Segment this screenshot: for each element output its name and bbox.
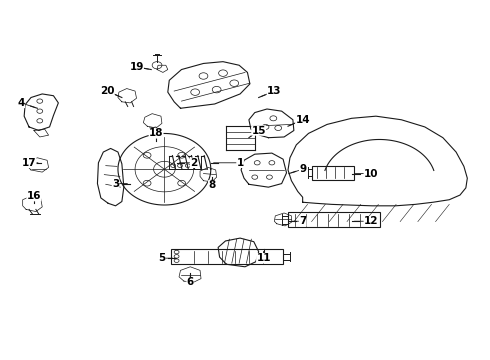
Bar	[288, 212, 380, 227]
Text: 20: 20	[100, 86, 115, 96]
Text: 4: 4	[18, 98, 25, 108]
Text: 5: 5	[158, 253, 166, 263]
Text: 2: 2	[190, 158, 197, 168]
Text: 14: 14	[295, 115, 310, 125]
Text: 10: 10	[364, 168, 378, 179]
Text: 8: 8	[208, 180, 216, 190]
Text: 13: 13	[267, 86, 282, 96]
Bar	[171, 249, 283, 264]
Text: 12: 12	[364, 216, 378, 226]
Text: 11: 11	[256, 253, 271, 263]
Text: 16: 16	[26, 191, 41, 201]
Text: 19: 19	[129, 62, 144, 72]
Bar	[313, 166, 354, 180]
Text: 17: 17	[22, 158, 36, 168]
Text: 6: 6	[187, 277, 194, 287]
Text: 9: 9	[299, 164, 306, 174]
Text: 7: 7	[299, 216, 306, 226]
Text: 15: 15	[251, 126, 266, 135]
Text: 18: 18	[149, 129, 163, 138]
Text: 1: 1	[237, 158, 244, 168]
Text: 3: 3	[112, 179, 119, 189]
